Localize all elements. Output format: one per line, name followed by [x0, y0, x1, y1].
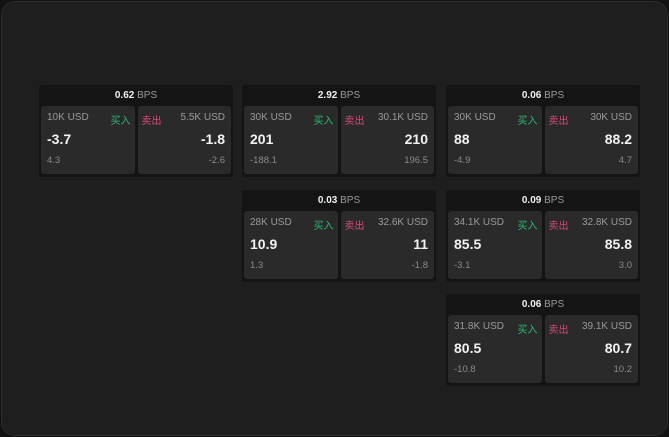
buy-price: 85.5 [454, 236, 482, 252]
spread-header: 0.03 BPS [242, 190, 436, 211]
sell-label: 卖出 [548, 325, 569, 336]
quote-card: 2.92 BPS 30K USD 买入 201 -188.1 30.1K USD… [242, 85, 436, 177]
spread-unit: BPS [544, 195, 565, 206]
buy-tile[interactable]: 28K USD 买入 10.9 1.3 [244, 211, 338, 279]
spread-unit: BPS [137, 90, 158, 101]
buy-price: 88 [454, 131, 470, 147]
buy-qty: 31.8K USD [454, 321, 505, 332]
quote-card: 0.09 BPS 34.1K USD 买入 85.5 -3.1 32.8K US… [446, 190, 640, 282]
sell-tile[interactable]: 5.5K USD 卖出 -1.8 -2.6 [137, 106, 231, 174]
spread-value: 0.03 [317, 195, 338, 206]
spread-unit: BPS [544, 90, 565, 101]
buy-change: 4.3 [47, 155, 61, 166]
spread-header: 2.92 BPS [242, 85, 436, 106]
sell-price: 85.8 [604, 236, 632, 252]
spread-header: 0.06 BPS [446, 294, 640, 315]
spread-unit: BPS [544, 299, 565, 310]
sell-qty: 30.1K USD [377, 112, 428, 123]
sell-label: 卖出 [344, 116, 365, 127]
buy-price: 10.9 [250, 236, 278, 252]
buy-label: 买入 [110, 116, 131, 127]
buy-tile[interactable]: 10K USD 买入 -3.7 4.3 [41, 106, 135, 174]
spread-header: 0.09 BPS [446, 190, 640, 211]
quote-card: 0.03 BPS 28K USD 买入 10.9 1.3 32.6K USD 卖… [242, 190, 436, 282]
sell-price: -1.8 [200, 131, 225, 147]
spread-header: 0.06 BPS [446, 85, 640, 106]
buy-label: 买入 [517, 221, 538, 232]
sell-change: -1.8 [411, 260, 428, 271]
buy-label: 买入 [517, 325, 538, 336]
buy-qty: 30K USD [250, 112, 292, 123]
sell-price: 88.2 [604, 131, 632, 147]
quote-card: 0.06 BPS 31.8K USD 买入 80.5 -10.8 39.1K U… [446, 294, 640, 386]
buy-price: 201 [250, 131, 274, 147]
buy-change: -3.1 [454, 260, 471, 271]
buy-label: 买入 [313, 221, 334, 232]
buy-change: 1.3 [250, 260, 264, 271]
sell-change: -2.6 [208, 155, 225, 166]
spread-unit: BPS [340, 90, 361, 101]
sell-tile[interactable]: 39.1K USD 卖出 80.7 10.2 [544, 315, 638, 383]
sell-change: 3.0 [618, 260, 632, 271]
buy-price: 80.5 [454, 340, 482, 356]
buy-price: -3.7 [47, 131, 72, 147]
sell-change: 10.2 [613, 364, 633, 375]
sell-qty: 32.8K USD [581, 217, 632, 228]
sell-tile[interactable]: 30.1K USD 卖出 210 196.5 [340, 106, 434, 174]
sell-price: 80.7 [604, 340, 632, 356]
sell-qty: 32.6K USD [377, 217, 428, 228]
sell-price: 210 [404, 131, 428, 147]
buy-tile[interactable]: 31.8K USD 买入 80.5 -10.8 [448, 315, 542, 383]
sell-price: 11 [413, 236, 428, 252]
sell-qty: 5.5K USD [180, 112, 225, 123]
buy-qty: 30K USD [454, 112, 496, 123]
sell-label: 卖出 [548, 221, 569, 232]
buy-change: -188.1 [250, 155, 277, 166]
spread-value: 0.06 [521, 299, 542, 310]
sell-change: 4.7 [618, 155, 632, 166]
buy-tile[interactable]: 30K USD 买入 201 -188.1 [244, 106, 338, 174]
sell-label: 卖出 [141, 116, 162, 127]
buy-tile[interactable]: 34.1K USD 买入 85.5 -3.1 [448, 211, 542, 279]
spread-header: 0.62 BPS [39, 85, 233, 106]
spread-value: 0.62 [114, 90, 135, 101]
buy-qty: 28K USD [250, 217, 292, 228]
sell-qty: 39.1K USD [581, 321, 632, 332]
sell-tile[interactable]: 30K USD 卖出 88.2 4.7 [544, 106, 638, 174]
sell-label: 卖出 [548, 116, 569, 127]
buy-label: 买入 [313, 116, 334, 127]
sell-label: 卖出 [344, 221, 365, 232]
buy-change: -4.9 [454, 155, 471, 166]
buy-label: 买入 [517, 116, 538, 127]
buy-qty: 10K USD [47, 112, 89, 123]
sell-tile[interactable]: 32.6K USD 卖出 11 -1.8 [340, 211, 434, 279]
quote-card: 0.62 BPS 10K USD 买入 -3.7 4.3 5.5K USD 卖出… [39, 85, 233, 177]
spread-value: 2.92 [317, 90, 338, 101]
buy-change: -10.8 [454, 364, 476, 375]
buy-tile[interactable]: 30K USD 买入 88 -4.9 [448, 106, 542, 174]
sell-tile[interactable]: 32.8K USD 卖出 85.8 3.0 [544, 211, 638, 279]
spread-unit: BPS [340, 195, 361, 206]
sell-change: 196.5 [404, 155, 428, 166]
buy-qty: 34.1K USD [454, 217, 505, 228]
sell-qty: 30K USD [590, 112, 632, 123]
spread-value: 0.06 [521, 90, 542, 101]
quote-card: 0.06 BPS 30K USD 买入 88 -4.9 30K USD 卖出 8… [446, 85, 640, 177]
spread-value: 0.09 [521, 195, 542, 206]
